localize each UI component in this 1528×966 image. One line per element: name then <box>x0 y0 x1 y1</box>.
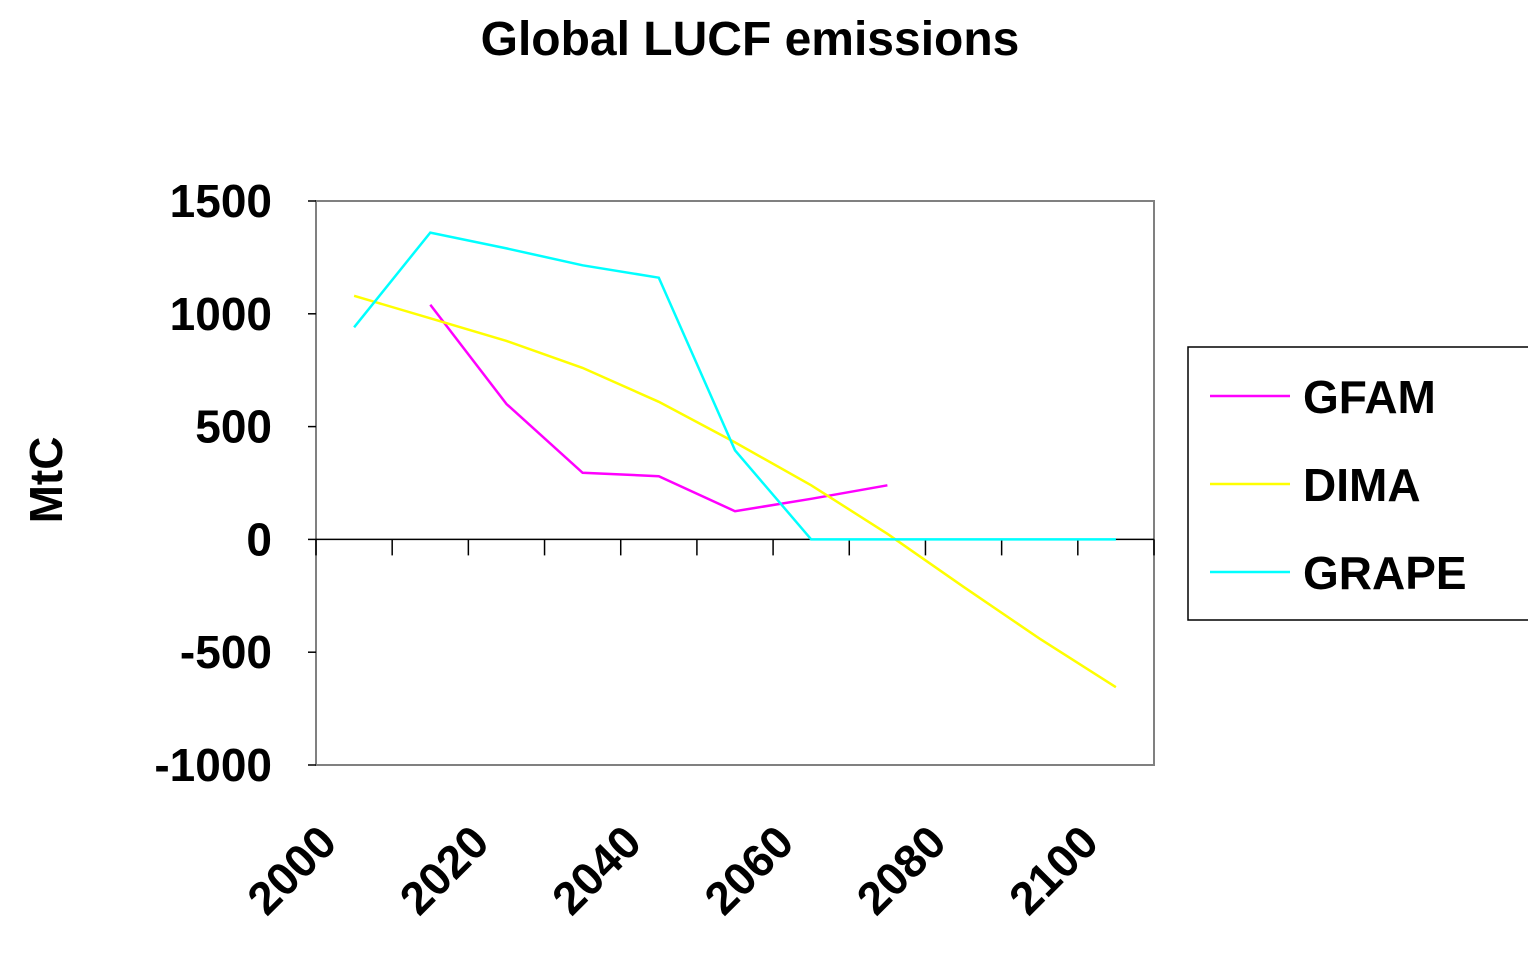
series-line-dima <box>353 294 1117 689</box>
y-tick-label: -1000 <box>154 739 272 791</box>
x-tick-label: 2080 <box>846 815 955 924</box>
plot-area <box>315 200 1155 766</box>
legend: GFAM DIMA GRAPE <box>1187 346 1528 621</box>
legend-label-dima: DIMA <box>1303 459 1421 511</box>
legend-label-gfam: GFAM <box>1303 371 1436 423</box>
series-line-grape <box>353 231 1116 541</box>
x-tick-label: 2100 <box>999 815 1108 924</box>
y-tick-label: 1500 <box>170 175 272 227</box>
y-tick-label: 500 <box>195 401 272 453</box>
y-tick-label: 0 <box>246 513 272 565</box>
x-tick-label: 2060 <box>694 815 803 924</box>
legend-label-grape: GRAPE <box>1303 547 1467 599</box>
series-lines <box>353 231 1117 689</box>
series-line-gfam <box>429 304 888 513</box>
y-tick-label: 1000 <box>170 288 272 340</box>
chart-title: Global LUCF emissions <box>481 13 1020 66</box>
x-tick-label: 2020 <box>389 815 498 924</box>
x-tick-label: 2040 <box>542 815 651 924</box>
x-tick-label: 2000 <box>237 815 346 924</box>
y-axis: 1500 1000 500 0 -500 -1000 <box>154 175 316 791</box>
y-tick-label: -500 <box>180 626 272 678</box>
y-axis-label: MtC <box>20 437 72 524</box>
